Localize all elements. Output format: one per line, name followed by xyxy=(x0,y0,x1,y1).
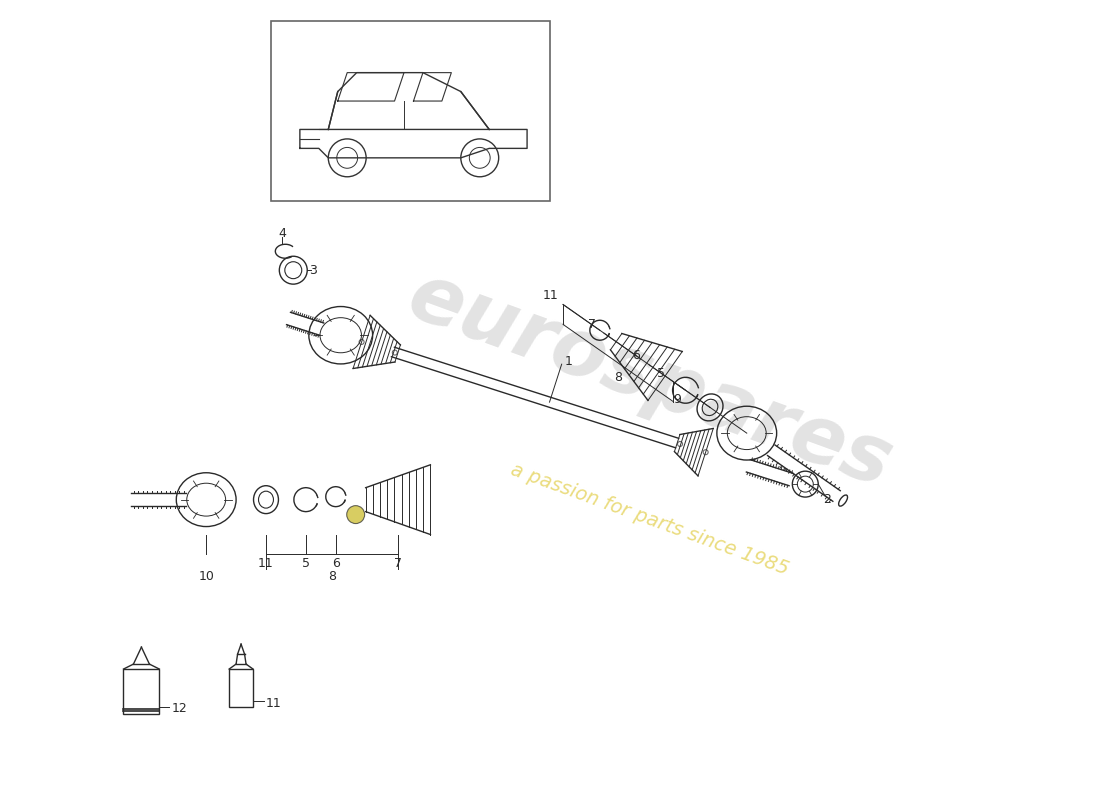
Text: eurospares: eurospares xyxy=(397,256,902,504)
Bar xyxy=(271,22,550,201)
Text: 6: 6 xyxy=(332,557,340,570)
Text: 7: 7 xyxy=(587,318,596,331)
Text: 4: 4 xyxy=(278,227,286,240)
Text: 3: 3 xyxy=(309,264,317,277)
Text: 1: 1 xyxy=(564,354,572,368)
Text: 6: 6 xyxy=(632,350,640,362)
Text: 7: 7 xyxy=(394,557,402,570)
Text: 5: 5 xyxy=(301,557,310,570)
Bar xyxy=(123,669,160,714)
Text: 12: 12 xyxy=(172,702,187,715)
Text: 8: 8 xyxy=(614,371,623,385)
Ellipse shape xyxy=(346,506,364,523)
Text: 11: 11 xyxy=(258,557,274,570)
Bar xyxy=(229,669,253,707)
Text: 11: 11 xyxy=(266,698,282,710)
Text: 10: 10 xyxy=(198,570,214,583)
Text: 2: 2 xyxy=(823,493,832,506)
Text: 9: 9 xyxy=(673,393,681,406)
Text: a passion for parts since 1985: a passion for parts since 1985 xyxy=(508,460,791,579)
Text: 5: 5 xyxy=(657,366,665,380)
Text: 8: 8 xyxy=(328,570,336,583)
Text: 11: 11 xyxy=(543,290,559,302)
